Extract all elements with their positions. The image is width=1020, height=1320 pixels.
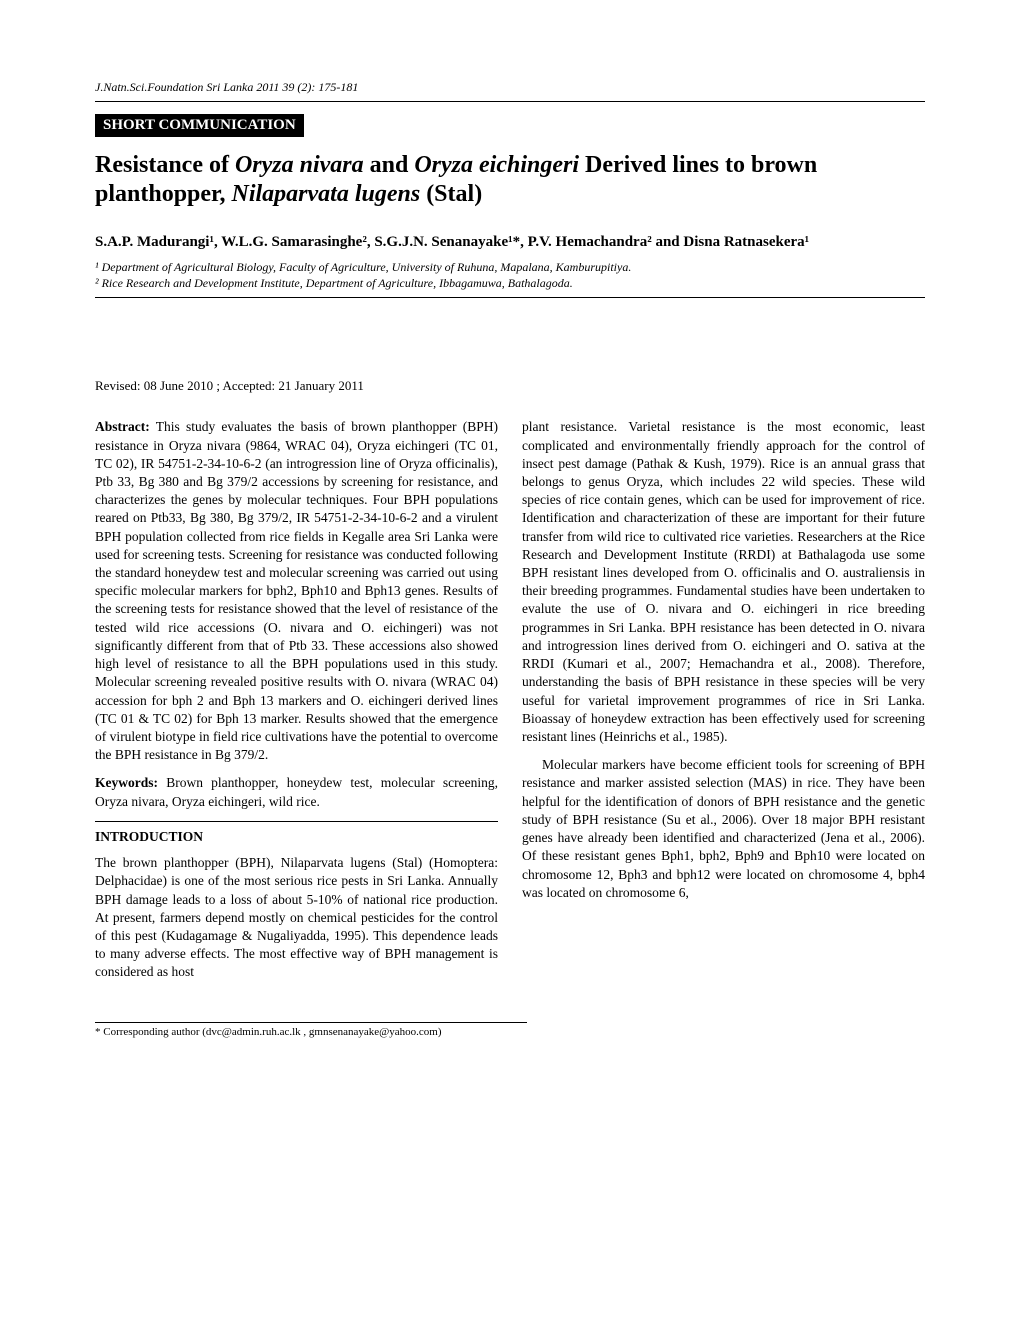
keywords: Keywords: Brown planthopper, honeydew te… xyxy=(95,774,498,810)
affiliation-2: ² Rice Research and Development Institut… xyxy=(95,276,925,292)
affiliations: ¹ Department of Agricultural Biology, Fa… xyxy=(95,260,925,291)
authors: S.A.P. Madurangi¹, W.L.G. Samarasinghe²,… xyxy=(95,233,925,253)
intro-paragraph-1: The brown planthopper (BPH), Nilaparvata… xyxy=(95,854,498,982)
journal-header: J.Natn.Sci.Foundation Sri Lanka 2011 39 … xyxy=(95,80,925,95)
section-label: SHORT COMMUNICATION xyxy=(95,114,304,137)
col2-paragraph-2: Molecular markers have become efficient … xyxy=(522,756,925,902)
right-column: plant resistance. Varietal resistance is… xyxy=(522,418,925,991)
title-species: Oryza nivara xyxy=(235,152,364,178)
title-part: (Stal) xyxy=(420,181,482,207)
keywords-label: Keywords: xyxy=(95,775,158,790)
title-species: Oryza eichingeri xyxy=(414,152,579,178)
affiliation-1: ¹ Department of Agricultural Biology, Fa… xyxy=(95,260,925,276)
title-part: Resistance of xyxy=(95,152,235,178)
abstract: Abstract: This study evaluates the basis… xyxy=(95,418,498,764)
col2-paragraph-1: plant resistance. Varietal resistance is… xyxy=(522,418,925,746)
abstract-text: This study evaluates the basis of brown … xyxy=(95,419,498,762)
abstract-label: Abstract: xyxy=(95,419,150,434)
title-part: and xyxy=(364,152,415,178)
left-column: Abstract: This study evaluates the basis… xyxy=(95,418,498,991)
body-columns: Abstract: This study evaluates the basis… xyxy=(95,418,925,991)
introduction-heading: INTRODUCTION xyxy=(95,821,498,846)
top-rule xyxy=(95,101,925,102)
article-title: Resistance of Oryza nivara and Oryza eic… xyxy=(95,151,925,209)
affiliation-rule xyxy=(95,297,925,298)
corresponding-author-footnote: * Corresponding author (dvc@admin.ruh.ac… xyxy=(95,1022,527,1038)
revision-dates: Revised: 08 June 2010 ; Accepted: 21 Jan… xyxy=(95,378,925,394)
title-species: Nilaparvata lugens xyxy=(232,181,421,207)
